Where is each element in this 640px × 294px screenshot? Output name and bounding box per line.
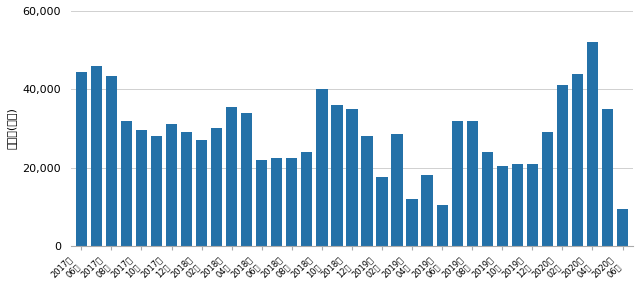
- Bar: [376, 177, 388, 246]
- Bar: [346, 109, 358, 246]
- Bar: [286, 158, 298, 246]
- Bar: [557, 85, 568, 246]
- Bar: [527, 164, 538, 246]
- Bar: [181, 132, 192, 246]
- Bar: [301, 152, 312, 246]
- Bar: [617, 209, 628, 246]
- Bar: [572, 74, 583, 246]
- Bar: [422, 175, 433, 246]
- Bar: [406, 199, 418, 246]
- Bar: [136, 130, 147, 246]
- Bar: [332, 105, 342, 246]
- Bar: [541, 132, 553, 246]
- Y-axis label: 거래량(건수): 거래량(건수): [7, 107, 17, 149]
- Bar: [256, 160, 268, 246]
- Bar: [106, 76, 117, 246]
- Bar: [467, 121, 478, 246]
- Bar: [482, 152, 493, 246]
- Bar: [436, 205, 448, 246]
- Bar: [271, 158, 282, 246]
- Bar: [452, 121, 463, 246]
- Bar: [392, 134, 403, 246]
- Bar: [196, 140, 207, 246]
- Bar: [316, 89, 328, 246]
- Bar: [226, 107, 237, 246]
- Bar: [241, 113, 252, 246]
- Bar: [91, 66, 102, 246]
- Bar: [166, 124, 177, 246]
- Bar: [151, 136, 162, 246]
- Bar: [211, 128, 222, 246]
- Bar: [511, 164, 523, 246]
- Bar: [497, 166, 508, 246]
- Bar: [76, 72, 87, 246]
- Bar: [121, 121, 132, 246]
- Bar: [602, 109, 613, 246]
- Bar: [362, 136, 372, 246]
- Bar: [587, 42, 598, 246]
